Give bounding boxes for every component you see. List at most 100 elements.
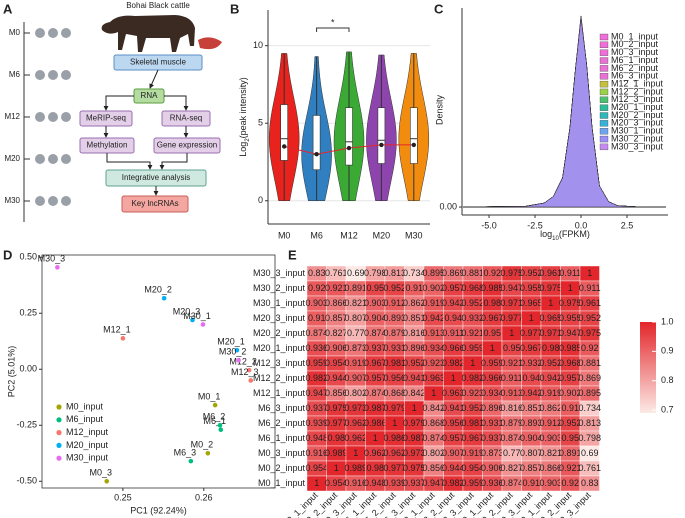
cell-label: 0.968 — [559, 358, 582, 368]
point — [190, 317, 195, 323]
cell-label: 1 — [353, 448, 358, 458]
cell-label: 0.92 — [483, 268, 501, 278]
cell-label: 0.975 — [325, 403, 348, 413]
node-box — [121, 195, 189, 213]
cell-label: 0.977 — [383, 463, 406, 473]
legend-label: M0_input — [66, 401, 104, 411]
cell-label: 0.965 — [539, 313, 562, 323]
cell-label: 0.874 — [500, 433, 523, 443]
cell-label: 0.868 — [422, 418, 445, 428]
x-tick-label: M6 — [310, 230, 323, 240]
point — [246, 367, 252, 373]
cell-label: 0.92 — [308, 283, 326, 293]
cell-label: 0.947 — [500, 283, 523, 293]
cell-label: 0.874 — [422, 433, 445, 443]
node-label: MeRIP-seq — [86, 114, 126, 123]
axis-label-part: (peak intensity) — [238, 77, 248, 138]
colorbar — [640, 322, 656, 413]
cell-label: 0.921 — [500, 358, 523, 368]
cell-label: 0.802 — [422, 448, 445, 458]
cell-label: 0.904 — [364, 313, 387, 323]
cell-label: 0.868 — [383, 388, 406, 398]
cell-label: 0.862 — [539, 403, 562, 413]
cell-label: 1 — [431, 388, 436, 398]
cell-label: 0.95 — [503, 343, 521, 353]
cell-label: 0.987 — [403, 433, 426, 443]
point-label: M6_3 — [174, 447, 197, 457]
cell-label: 0.91 — [522, 478, 540, 488]
point-label: M20_3 — [173, 306, 201, 316]
panel-letter: E — [288, 247, 297, 262]
cell-label: 0.989 — [325, 448, 348, 458]
cell-label: 0.813 — [578, 418, 601, 428]
cell-label: 0.98 — [483, 298, 501, 308]
x-tick-label: 0.26 — [195, 492, 213, 502]
mean-dot — [314, 152, 319, 157]
point-label: M0_3 — [89, 468, 112, 478]
cell-label: 0.827 — [325, 328, 348, 338]
cell-label: 0.912 — [383, 298, 406, 308]
cell-label: 0.91 — [561, 403, 579, 413]
row-label: M30_2_input — [253, 283, 306, 293]
point — [236, 357, 241, 363]
cell-label: 0.954 — [305, 463, 328, 473]
y-tick-label: 0.50 — [19, 252, 37, 262]
heatmap-cell — [579, 475, 600, 492]
cell-label: 0.896 — [481, 403, 504, 413]
cell-label: 0.919 — [422, 298, 445, 308]
legend-swatch — [599, 73, 609, 80]
axis-label: Density — [434, 94, 444, 125]
cell-label: 0.869 — [442, 268, 465, 278]
axis-label-sub: 2 — [245, 138, 251, 142]
cell-label: 0.942 — [442, 298, 465, 308]
cell-label: 0.956 — [383, 373, 406, 383]
cell-label: 0.939 — [383, 478, 406, 488]
cell-label: 0.944 — [325, 373, 348, 383]
cell-label: 1 — [314, 478, 319, 488]
cell-label: 0.977 — [325, 418, 348, 428]
legend-label: M20_1_input — [611, 102, 664, 112]
cell-label: 0.903 — [539, 433, 562, 443]
cell-label: 1 — [548, 298, 553, 308]
timepoint-label: M0 — [9, 28, 21, 37]
point — [120, 336, 126, 341]
cell-label: 0.982 — [461, 373, 484, 383]
legend-swatch — [599, 104, 609, 111]
legend-label: M30_3_input — [611, 141, 664, 151]
cell-label: 0.963 — [442, 388, 465, 398]
cell-label: 1 — [587, 268, 592, 278]
cell-label: 0.907 — [344, 373, 367, 383]
cell-label: 0.979 — [383, 403, 406, 413]
significance-bracket — [316, 27, 350, 32]
point-label: M6_1 — [204, 416, 227, 426]
x-tick-label: 0.0 — [575, 220, 588, 230]
cell-label: 0.95 — [483, 328, 501, 338]
legend-swatch — [599, 57, 609, 64]
node-label: Skeletal muscle — [130, 58, 187, 67]
cell-label: 0.891 — [344, 283, 367, 293]
cell-label: 0.813 — [383, 268, 406, 278]
row-label: M0_3_input — [258, 448, 306, 458]
cell-label: 0.979 — [403, 418, 426, 428]
cell-label: 1 — [509, 328, 514, 338]
cell-label: 0.934 — [422, 343, 445, 353]
cell-label: 0.982 — [305, 373, 328, 383]
cell-label: 1 — [568, 283, 573, 293]
point — [205, 450, 211, 456]
cattle-icon — [101, 15, 222, 52]
cell-label: 0.931 — [481, 418, 504, 428]
cell-label: 0.842 — [422, 403, 445, 413]
cell-label: 0.937 — [305, 403, 328, 413]
y-tick-label: 0.00 — [19, 364, 37, 374]
point — [200, 322, 206, 327]
cell-label: 0.866 — [539, 463, 562, 473]
y-tick-label: 0.25 — [19, 308, 37, 318]
legend-dot — [56, 404, 62, 410]
cell-label: 0.83 — [581, 478, 599, 488]
point-label: M20_2 — [144, 285, 172, 295]
axis-label-part: (FPKM) — [559, 229, 590, 239]
node-label: Key lncRNAs — [131, 199, 178, 208]
cell-label: 0.862 — [403, 298, 426, 308]
cell-label: 0.874 — [364, 388, 387, 398]
cell-label: 0.967 — [481, 313, 504, 323]
